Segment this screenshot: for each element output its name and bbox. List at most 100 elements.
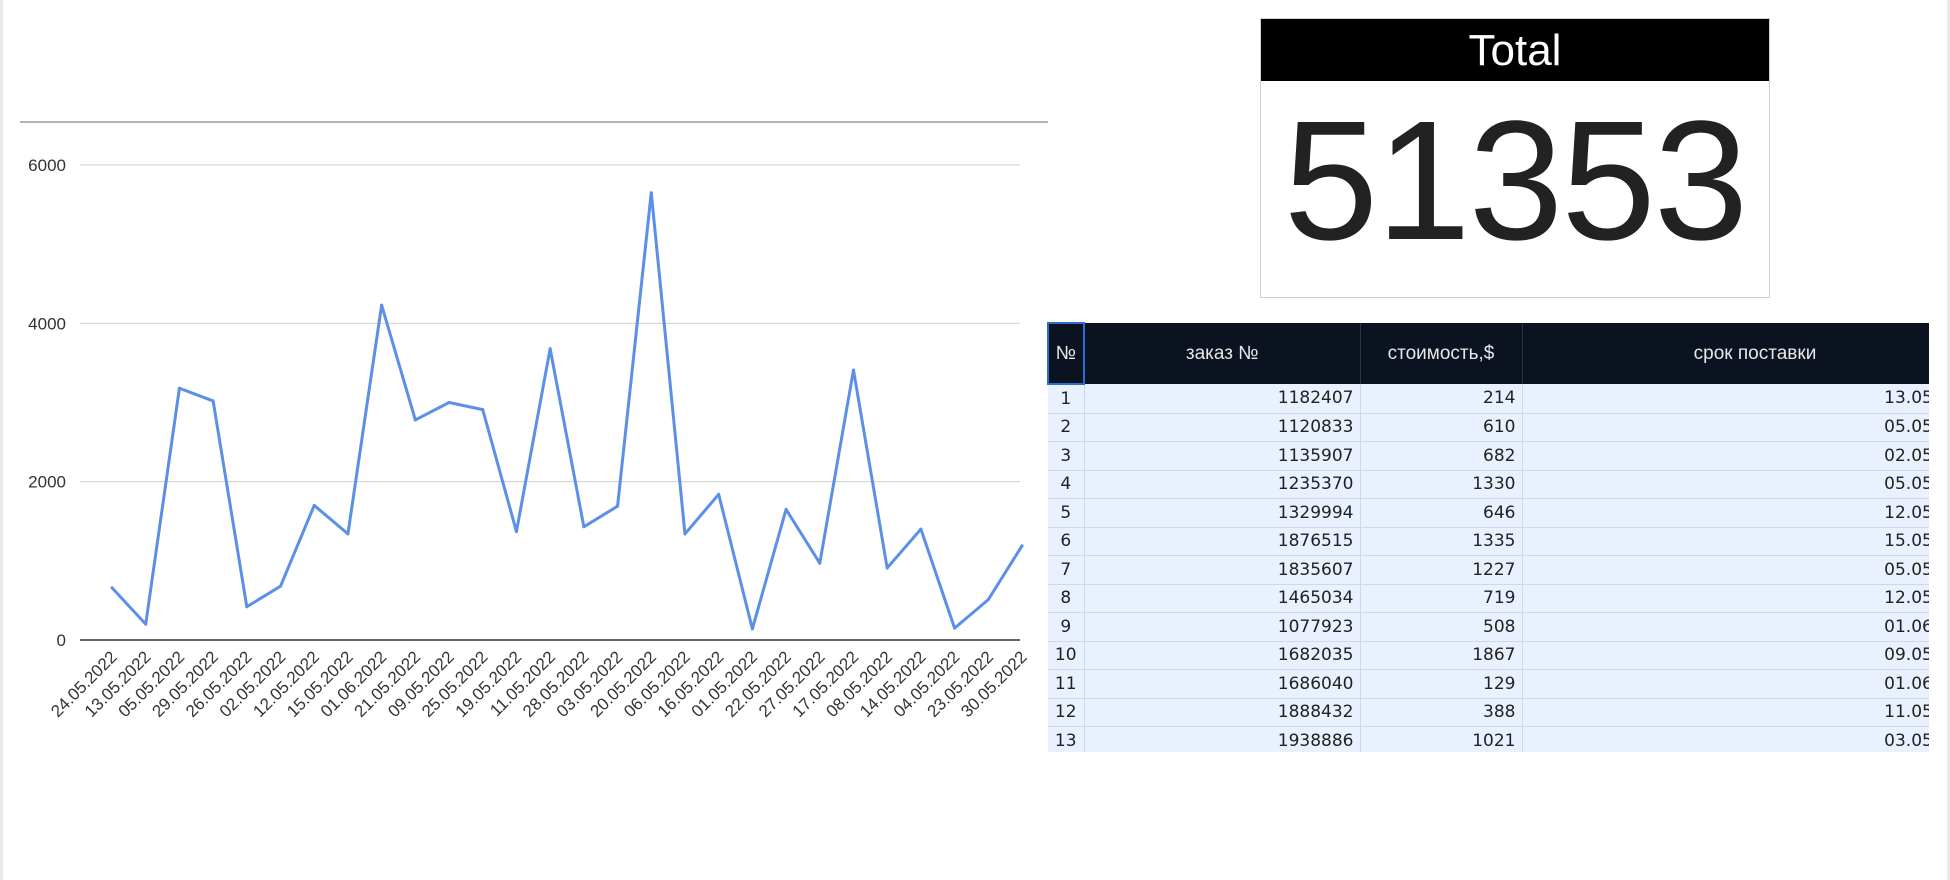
cell-order-number: 1465034 (1084, 584, 1361, 613)
cell-cost: 388 (1360, 698, 1523, 727)
orders-table-container: № заказ № стоимость,$ срок поставки 1 118… (1047, 322, 1929, 752)
cell-index: 5 (1048, 498, 1085, 528)
cell-index: 1 (1048, 384, 1085, 414)
cell-index: 9 (1048, 612, 1085, 642)
y-tick-label: 4000 (28, 314, 66, 333)
cell-order-number: 1888432 (1084, 698, 1361, 727)
data-point (885, 566, 889, 570)
line-chart-svg: 020004000600024.05.202213.05.202205.05.2… (20, 121, 1048, 721)
data-point (717, 492, 721, 496)
cell-order-number: 1077923 (1084, 612, 1361, 642)
y-tick-label: 2000 (28, 473, 66, 492)
cell-index: 13 (1048, 726, 1085, 752)
cell-delivery-date: 12.05.2022 (1522, 584, 1929, 613)
data-point (851, 368, 855, 372)
data-point (211, 399, 215, 403)
series-line (110, 191, 1024, 631)
cell-cost: 1021 (1360, 726, 1523, 752)
data-point (1020, 544, 1024, 548)
total-value: 51353 (1283, 86, 1749, 276)
cell-index: 8 (1048, 584, 1085, 613)
y-tick-label: 6000 (28, 156, 66, 175)
cell-cost: 610 (1360, 413, 1523, 442)
left-frame-edge (0, 0, 3, 880)
cell-cost: 719 (1360, 584, 1523, 613)
cell-index: 2 (1048, 413, 1085, 442)
data-point (346, 532, 350, 536)
data-point (582, 525, 586, 529)
data-point (514, 530, 518, 534)
cell-delivery-date: 05.05.2022 (1522, 413, 1929, 442)
data-point (986, 598, 990, 602)
table-header-row: № заказ № стоимость,$ срок поставки (1047, 322, 1929, 385)
cell-index: 10 (1048, 641, 1085, 670)
total-card: Total 51353 (1260, 18, 1770, 298)
orders-table: № заказ № стоимость,$ срок поставки 1 118… (1047, 322, 1929, 752)
cell-delivery-date: 05.05.2022 (1522, 555, 1929, 585)
data-point (413, 418, 417, 422)
cell-order-number: 1329994 (1084, 498, 1361, 528)
cell-order-number: 1682035 (1084, 641, 1361, 670)
cell-delivery-date: 03.05.2022 (1522, 726, 1929, 752)
data-point (649, 191, 653, 195)
cell-index: 6 (1048, 527, 1085, 556)
cell-order-number: 1876515 (1084, 527, 1361, 556)
cell-order-number: 1120833 (1084, 413, 1361, 442)
data-point (110, 586, 114, 590)
cell-index: 7 (1048, 555, 1085, 585)
data-point (616, 504, 620, 508)
cell-delivery-date: 12.05.2022 (1522, 498, 1929, 528)
cell-delivery-date: 05.05.2022 (1522, 470, 1929, 499)
data-point (312, 503, 316, 507)
cell-cost: 646 (1360, 498, 1523, 528)
data-point (953, 626, 957, 630)
cell-index: 12 (1048, 698, 1085, 727)
data-point (144, 622, 148, 626)
data-point (279, 584, 283, 588)
cell-index: 11 (1048, 669, 1085, 699)
right-frame-edge (1947, 0, 1950, 880)
cell-index: 3 (1048, 441, 1085, 471)
cell-cost: 1335 (1360, 527, 1523, 556)
data-point (245, 605, 249, 609)
data-point (481, 408, 485, 412)
column-header-delivery-date[interactable]: срок поставки (1522, 323, 1929, 384)
cell-order-number: 1182407 (1084, 384, 1361, 414)
cell-delivery-date: 01.06.2022 (1522, 669, 1929, 699)
cell-cost: 1227 (1360, 555, 1523, 585)
cell-order-number: 1938886 (1084, 726, 1361, 752)
data-point (784, 507, 788, 511)
column-header-order[interactable]: заказ № (1084, 323, 1361, 384)
cell-delivery-date: 13.05.2022 (1522, 384, 1929, 414)
data-point (447, 401, 451, 404)
cell-index: 4 (1048, 470, 1085, 499)
data-point (750, 627, 754, 631)
cell-order-number: 1235370 (1084, 470, 1361, 499)
cell-delivery-date: 09.05.2022 (1522, 641, 1929, 670)
column-header-index[interactable]: № (1047, 322, 1085, 385)
cell-order-number: 1835607 (1084, 555, 1361, 585)
data-point (683, 532, 687, 536)
data-point (818, 561, 822, 565)
cell-delivery-date: 15.05.2022 (1522, 527, 1929, 556)
cell-delivery-date: 02.05.2022 (1522, 441, 1929, 471)
column-header-cost[interactable]: стоимость,$ (1360, 323, 1523, 384)
cell-delivery-date: 11.05.2022 (1522, 698, 1929, 727)
y-tick-label: 0 (57, 631, 66, 650)
data-point (919, 527, 923, 531)
cell-cost: 129 (1360, 669, 1523, 699)
cell-cost: 1867 (1360, 641, 1523, 670)
